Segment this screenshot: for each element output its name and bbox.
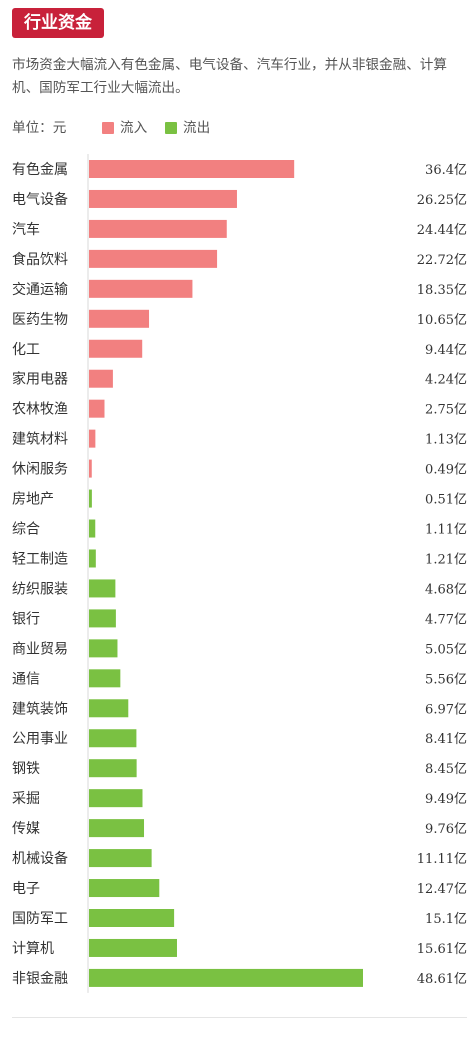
value-label: 15.61亿 (417, 942, 467, 957)
value-label: 1.11亿 (425, 523, 467, 538)
unit-label: 单位：元 (12, 120, 67, 136)
outflow-legend-label: 流出 (183, 120, 211, 136)
category-label: 化工 (12, 342, 40, 358)
category-label: 公用事业 (12, 731, 68, 747)
category-label: 家用电器 (12, 371, 68, 388)
outflow-bar (89, 609, 116, 628)
category-label: 传媒 (12, 821, 40, 837)
outflow-bar (89, 759, 137, 778)
category-label: 采掘 (12, 791, 40, 807)
category-label: 钢铁 (12, 761, 40, 777)
inflow-bar (89, 429, 96, 448)
inflow-legend-label: 流入 (120, 120, 148, 136)
outflow-bar (89, 549, 96, 568)
category-label: 机械设备 (12, 850, 68, 867)
outflow-bar (89, 729, 137, 748)
value-label: 9.49亿 (425, 792, 467, 807)
value-label: 6.97亿 (425, 702, 467, 717)
category-label: 纺织服装 (12, 581, 68, 597)
value-label: 4.68亿 (425, 582, 467, 597)
inflow-bar (89, 399, 105, 418)
category-label: 电子 (12, 881, 40, 897)
value-label: 48.61亿 (417, 972, 467, 987)
value-label: 4.77亿 (425, 612, 467, 627)
category-label: 非银金融 (12, 971, 68, 987)
outflow-bar (89, 579, 116, 598)
category-label: 房地产 (12, 492, 54, 508)
inflow-bar (89, 369, 113, 388)
value-label: 0.51亿 (425, 493, 467, 508)
value-label: 4.24亿 (425, 373, 467, 388)
inflow-bar (89, 189, 237, 208)
outflow-bar (89, 849, 152, 868)
category-label: 综合 (12, 522, 40, 538)
outflow-bar (89, 639, 118, 658)
inflow-bar (89, 219, 227, 238)
outflow-swatch (165, 122, 177, 134)
value-label: 11.11亿 (417, 852, 467, 867)
value-label: 5.56亿 (425, 672, 467, 687)
outflow-bar (89, 819, 145, 838)
value-label: 8.45亿 (425, 762, 467, 777)
category-label: 休闲服务 (12, 462, 68, 478)
value-label: 26.25亿 (417, 193, 467, 208)
outflow-bar (89, 938, 177, 957)
inflow-bar (89, 339, 143, 358)
category-label: 电气设备 (12, 191, 68, 208)
outflow-bar (89, 519, 96, 538)
value-label: 1.21亿 (425, 552, 467, 567)
category-label: 银行 (12, 611, 40, 627)
category-label: 农林牧渔 (12, 402, 68, 418)
section-tag: 行业资金 (12, 8, 104, 38)
outflow-bar (89, 489, 92, 508)
category-label: 有色金属 (12, 161, 68, 178)
category-label: 建筑材料 (12, 432, 68, 448)
value-label: 12.47亿 (417, 882, 467, 897)
value-label: 5.05亿 (425, 642, 467, 657)
inflow-bar (89, 160, 295, 178)
category-label: 商业贸易 (12, 641, 68, 657)
value-label: 36.4亿 (425, 163, 467, 178)
category-label: 建筑装饰 (12, 701, 68, 717)
value-label: 15.1亿 (425, 912, 467, 927)
value-label: 9.76亿 (425, 822, 467, 837)
footer-divider (12, 1017, 467, 1018)
outflow-bar (89, 699, 129, 718)
category-label: 医药生物 (12, 312, 68, 328)
inflow-bar (89, 459, 92, 478)
value-label: 0.49亿 (425, 463, 467, 478)
value-label: 18.35亿 (417, 283, 467, 298)
value-label: 9.44亿 (425, 343, 467, 358)
inflow-bar (89, 249, 218, 268)
outflow-bar (89, 669, 121, 688)
outflow-bar (89, 909, 175, 927)
category-label: 国防军工 (12, 911, 68, 927)
value-label: 24.44亿 (417, 223, 467, 238)
category-label: 轻工制造 (12, 551, 68, 567)
value-label: 1.13亿 (425, 433, 467, 448)
category-label: 食品饮料 (12, 251, 68, 268)
outflow-bar (89, 879, 160, 898)
outflow-bar (89, 789, 143, 808)
value-label: 8.41亿 (425, 732, 467, 747)
inflow-bar (89, 309, 150, 328)
inflow-swatch (102, 122, 114, 134)
value-label: 22.72亿 (417, 253, 467, 268)
category-label: 交通运输 (12, 281, 68, 298)
category-label: 通信 (12, 671, 40, 687)
value-label: 10.65亿 (417, 313, 467, 328)
category-label: 汽车 (12, 221, 40, 238)
value-label: 2.75亿 (425, 403, 467, 418)
category-label: 计算机 (12, 941, 54, 957)
outflow-bar (89, 968, 363, 987)
inflow-bar (89, 279, 193, 298)
summary-text: 市场资金大幅流入有色金属、电气设备、汽车行业，并从非银金融、计算机、国防军工行业… (12, 57, 447, 96)
